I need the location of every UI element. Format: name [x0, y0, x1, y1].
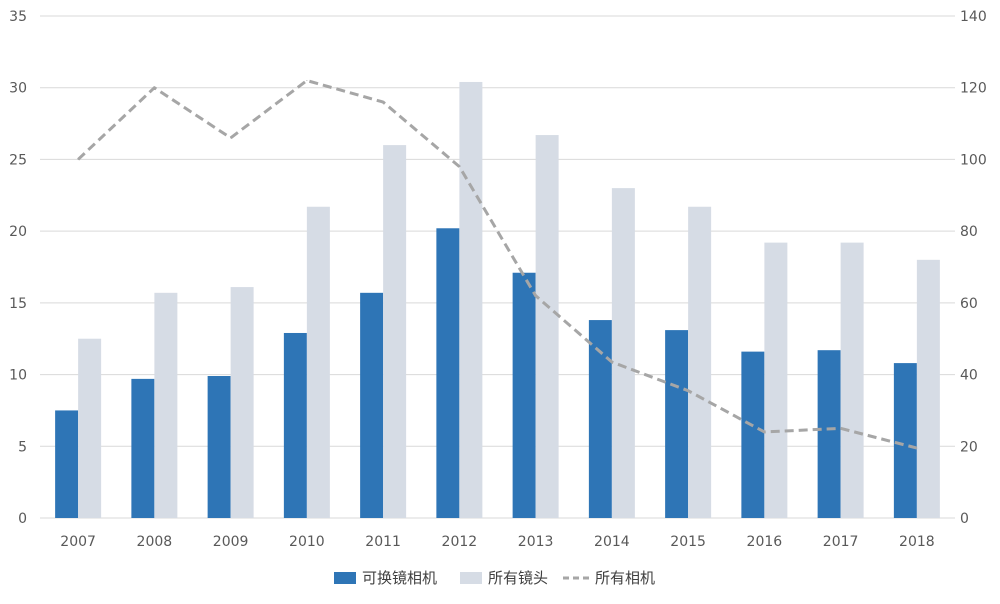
x-axis-tick-label: 2012 — [442, 534, 478, 550]
line-series — [77, 79, 918, 450]
x-axis-tick-label: 2007 — [60, 534, 96, 550]
bar-interchangeable-camera — [741, 351, 765, 518]
line-point — [153, 87, 155, 89]
grid-lines — [40, 15, 955, 519]
left-axis-tick-label: 0 — [18, 511, 27, 527]
bar-all-lenses — [78, 338, 102, 518]
line-point — [382, 101, 384, 103]
bar-all-lenses — [383, 145, 407, 519]
bar-interchangeable-camera — [131, 378, 155, 518]
legend-swatch — [460, 572, 482, 584]
x-axis-tick-label: 2014 — [594, 534, 630, 550]
x-axis-tick-label: 2015 — [670, 534, 706, 550]
left-axis-tick-label: 20 — [9, 224, 27, 240]
line-point — [840, 427, 842, 429]
x-axis-tick-label: 2009 — [213, 534, 249, 550]
bar-all-lenses — [306, 206, 330, 518]
legend-label: 所有相机 — [595, 569, 655, 587]
left-axis-tick-label: 35 — [9, 9, 27, 25]
bar-all-lenses — [154, 292, 178, 518]
x-axis-tick-label: 2010 — [289, 534, 325, 550]
right-axis-tick-label: 120 — [960, 81, 987, 97]
right-axis-tick-label: 60 — [960, 296, 978, 312]
line-point — [306, 80, 308, 82]
bar-interchangeable-camera — [283, 332, 307, 518]
bar-interchangeable-camera — [588, 320, 612, 518]
x-axis-tick-label: 2011 — [365, 534, 401, 550]
right-axis-tick-label: 80 — [960, 224, 978, 240]
bar-all-lenses — [611, 188, 635, 518]
right-axis-tick-label: 0 — [960, 511, 969, 527]
x-axis-tick-label: 2017 — [823, 534, 859, 550]
bars — [55, 81, 940, 519]
x-axis-tick-label: 2018 — [899, 534, 935, 550]
bar-all-lenses — [688, 206, 712, 518]
legend-label: 可换镜相机 — [362, 569, 437, 587]
right-axis-tick-label: 40 — [960, 368, 978, 384]
legend-label: 所有镜头 — [488, 569, 548, 587]
bar-all-lenses — [230, 287, 254, 518]
bar-all-lenses — [840, 242, 864, 519]
bar-all-lenses — [764, 242, 788, 519]
right-axis-tick-label: 20 — [960, 439, 978, 455]
left-axis-tick-label: 25 — [9, 152, 27, 168]
bar-interchangeable-camera — [207, 376, 231, 518]
line-point — [916, 447, 918, 449]
axes: 0 5 10 15 20 25 30 35 0 20 40 60 80 100 120 140 2007 2008… — [9, 9, 987, 550]
bar-interchangeable-camera — [665, 330, 689, 518]
bar-all-lenses — [916, 259, 940, 518]
bar-all-lenses — [459, 81, 483, 518]
bar-interchangeable-camera — [360, 292, 384, 518]
line-point — [77, 158, 79, 160]
bar-interchangeable-camera — [55, 410, 79, 518]
line-all-cameras — [77, 79, 918, 450]
x-axis-tick-label: 2013 — [518, 534, 554, 550]
legend-swatch — [334, 572, 356, 584]
bar-interchangeable-camera — [893, 363, 917, 518]
x-axis-tick-label: 2016 — [747, 534, 783, 550]
legend: 可换镜相机 所有镜头 所有相机 — [334, 569, 655, 587]
x-axis-tick-label: 2008 — [137, 534, 173, 550]
line-point — [458, 166, 460, 168]
bar-interchangeable-camera — [512, 272, 536, 518]
right-axis-tick-label: 140 — [960, 9, 987, 25]
bar-interchangeable-camera — [436, 228, 460, 518]
left-axis-tick-label: 15 — [9, 296, 27, 312]
line-point — [535, 295, 537, 297]
line-point — [763, 431, 765, 433]
line-point — [611, 361, 613, 363]
line-point — [230, 137, 232, 139]
left-axis-tick-label: 30 — [9, 81, 27, 97]
line-point — [687, 390, 689, 392]
right-axis-tick-label: 100 — [960, 152, 987, 168]
bar-all-lenses — [535, 135, 559, 518]
left-axis-tick-label: 10 — [9, 368, 27, 384]
bar-interchangeable-camera — [817, 350, 841, 518]
left-axis-tick-label: 5 — [18, 439, 27, 455]
